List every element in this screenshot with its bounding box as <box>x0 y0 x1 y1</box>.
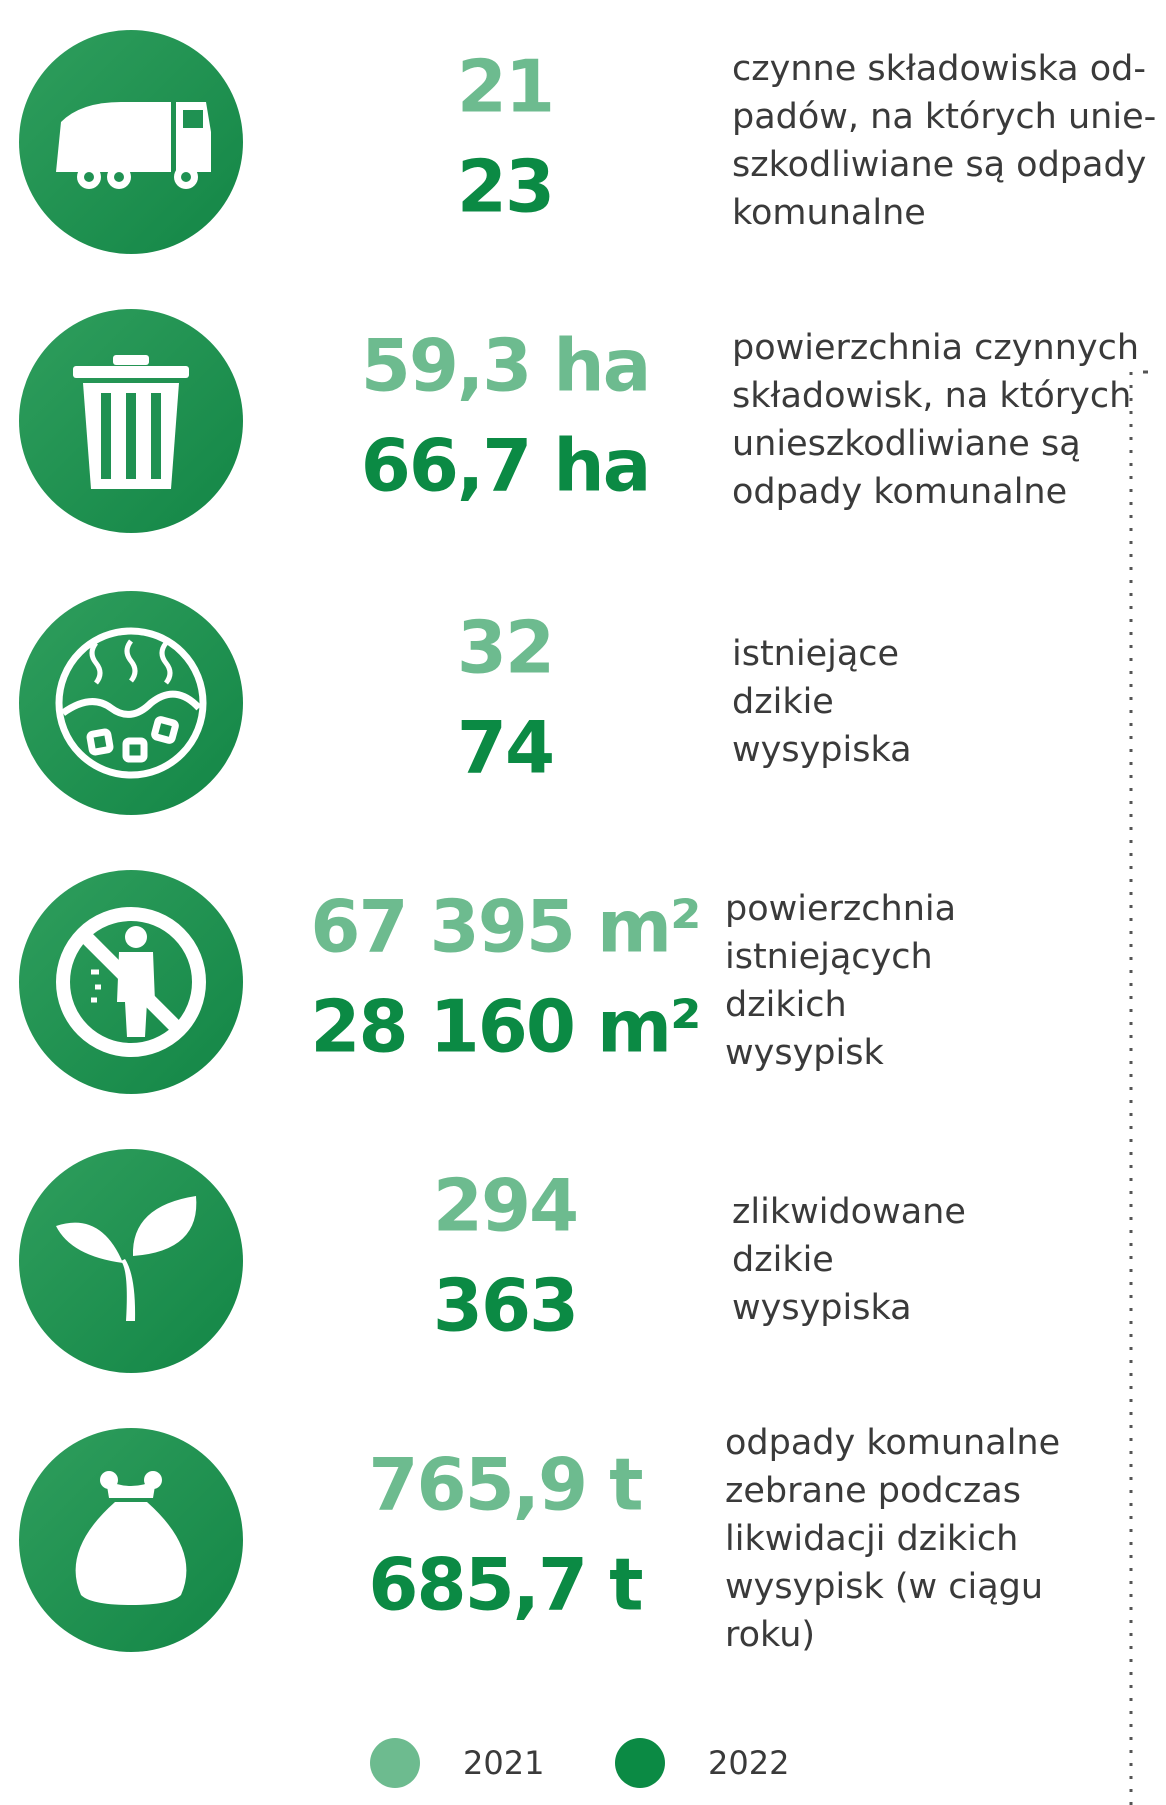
description-line: istniejących <box>725 937 933 977</box>
description-line: zlikwidowane <box>732 1192 966 1232</box>
description-line: padów, na których unie- <box>732 97 1156 137</box>
value-2022: 74 <box>457 706 553 790</box>
value-2022: 28 160 m² <box>310 985 699 1069</box>
value-2022: 685,7 t <box>368 1543 642 1627</box>
value-2021: 59,3 ha <box>361 324 650 408</box>
value-2022: 23 <box>457 145 553 229</box>
description-line: unieszkodliwiane są <box>732 424 1081 464</box>
description-line: wysypisk <box>725 1033 884 1073</box>
description-line: komunalne <box>732 193 926 233</box>
legend-swatch <box>615 1738 665 1788</box>
description-line: istniejące <box>732 634 899 674</box>
legend-swatch <box>370 1738 420 1788</box>
description-line: wysypiska <box>732 730 912 770</box>
description-line: wysypisk (w ciągu <box>725 1567 1043 1607</box>
legend-label: 2022 <box>708 1744 789 1782</box>
description-line: likwidacji dzikich <box>725 1519 1018 1559</box>
description-line: powierzchnia czynnych <box>732 328 1139 368</box>
icon <box>73 355 189 489</box>
value-2021: 32 <box>457 606 553 690</box>
value-2021: 21 <box>457 45 553 129</box>
description-line: odpady komunalne <box>732 472 1067 512</box>
value-2021: 67 395 m² <box>310 885 699 969</box>
value-2021: 294 <box>433 1164 577 1248</box>
description-line: wysypiska <box>732 1288 912 1328</box>
icon-circle <box>19 591 243 815</box>
description-line: odpady komunalne <box>725 1423 1060 1463</box>
icon-circle <box>19 1149 243 1373</box>
description-line: roku) <box>725 1615 815 1655</box>
value-2022: 363 <box>433 1264 577 1348</box>
description-line: czynne składowiska od- <box>732 49 1146 89</box>
description-line: powierzchnia <box>725 889 956 929</box>
value-2021: 765,9 t <box>368 1443 642 1527</box>
description-line: szkodliwiane są odpady <box>732 145 1146 185</box>
value-2022: 66,7 ha <box>361 424 650 508</box>
description-line: dzikie <box>732 682 834 722</box>
description-line: dzikie <box>732 1240 834 1280</box>
description-line: dzikich <box>725 985 847 1025</box>
description-line: zebrane podczas <box>725 1471 1021 1511</box>
description-line: składowisk, na których <box>732 376 1131 416</box>
legend-label: 2021 <box>463 1744 544 1782</box>
